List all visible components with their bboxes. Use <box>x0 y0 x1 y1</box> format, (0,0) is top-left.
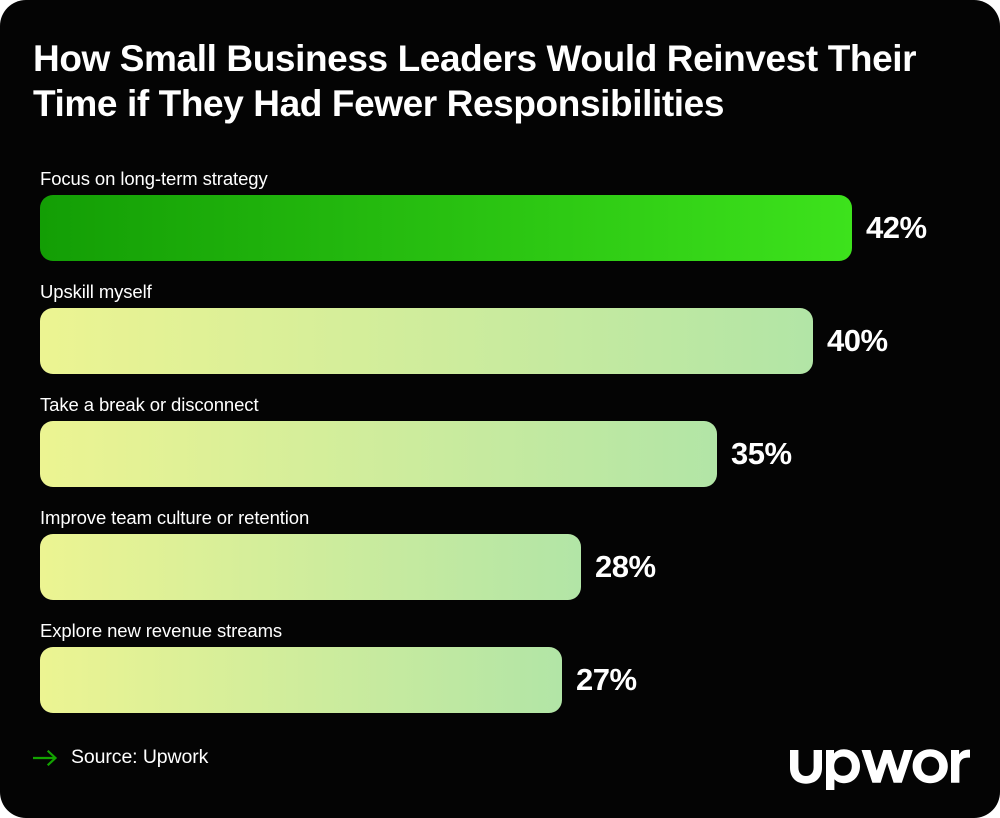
bar <box>40 534 581 600</box>
bar-container: 42% <box>40 195 927 261</box>
bar-label: Upskill myself <box>40 281 152 302</box>
chart-row: Improve team culture or retention 28% <box>0 507 1000 620</box>
bar-value-label: 40% <box>827 323 888 358</box>
bar <box>40 647 562 713</box>
bar-chart: Focus on long-term strategy 42% Upskill … <box>0 168 1000 733</box>
bar-label: Improve team culture or retention <box>40 507 310 528</box>
page-title: How Small Business Leaders Would Reinves… <box>33 38 917 124</box>
chart-row: Take a break or disconnect 35% <box>0 394 1000 507</box>
bar <box>40 308 813 374</box>
bar-container: 40% <box>40 308 888 374</box>
bar-value-label: 42% <box>866 210 927 245</box>
chart-row: Upskill myself 40% <box>0 281 1000 394</box>
bar-label: Take a break or disconnect <box>40 394 259 415</box>
footer: Source: Upwork <box>0 740 1000 790</box>
bar-value-label: 27% <box>576 662 637 697</box>
bar-container: 28% <box>40 534 656 600</box>
chart-row: Explore new revenue streams 27% <box>0 620 1000 733</box>
bar-label: Explore new revenue streams <box>40 620 283 641</box>
upwork-logo <box>790 749 970 790</box>
bar-value-label: 35% <box>731 436 792 471</box>
bar <box>40 195 852 261</box>
bar <box>40 421 717 487</box>
arrow-right-icon <box>33 749 58 766</box>
bar-container: 35% <box>40 421 792 487</box>
bar-label: Focus on long-term strategy <box>40 168 268 189</box>
source-text: Source: Upwork <box>71 746 209 768</box>
chart-row: Focus on long-term strategy 42% <box>0 168 1000 281</box>
source-attribution: Source: Upwork <box>33 746 208 769</box>
bar-value-label: 28% <box>595 549 656 584</box>
bar-container: 27% <box>40 647 637 713</box>
